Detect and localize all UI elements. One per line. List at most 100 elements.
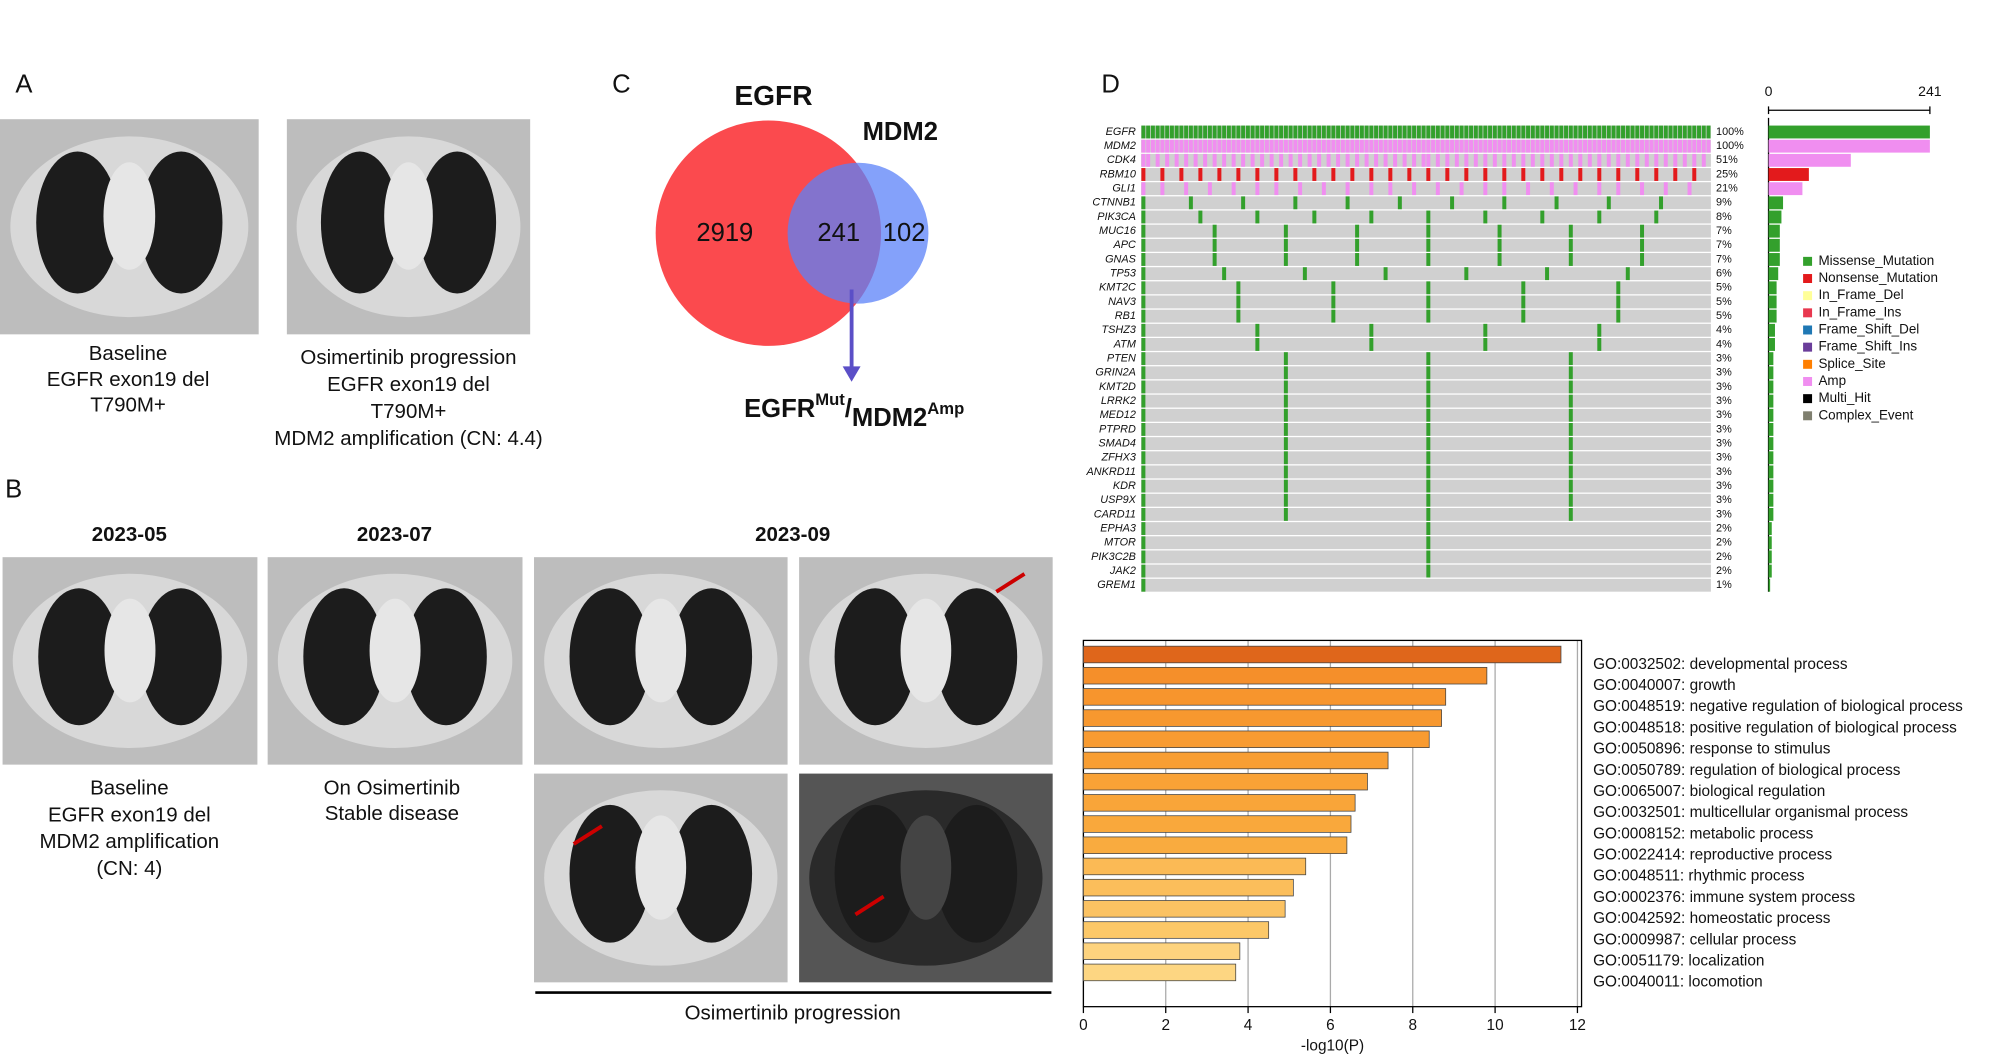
x-tick-label: 2: [1161, 1017, 1170, 1034]
scan-lung: [303, 588, 385, 726]
mutation-cell: [1302, 125, 1307, 139]
row-bg: [1141, 153, 1711, 167]
mutation-cell: [1141, 295, 1146, 309]
mutation-cell: [1426, 238, 1431, 252]
mutation-cell: [1312, 125, 1317, 139]
mutation-cell: [1659, 125, 1664, 139]
mutation-cell: [1274, 125, 1279, 139]
mutation-cell: [1611, 125, 1616, 139]
count-bar: [1768, 366, 1774, 380]
mutation-cell: [1568, 394, 1573, 408]
mutation-cell: [1616, 182, 1621, 196]
mutation-cell: [1606, 139, 1611, 153]
mutation-cell: [1364, 125, 1369, 139]
mutation-cell: [1511, 139, 1516, 153]
mutation-cell: [1526, 125, 1531, 139]
legend-swatch: [1803, 342, 1813, 352]
pct-label: 3%: [1716, 381, 1732, 393]
mutation-cell: [1141, 380, 1146, 394]
row-bg: [1141, 238, 1711, 252]
mutation-cell: [1692, 168, 1697, 181]
mutation-cell: [1602, 125, 1607, 139]
mutation-cell: [1488, 125, 1493, 139]
caption-line: MDM2 amplification: [39, 830, 219, 853]
mutation-cell: [1236, 125, 1241, 139]
mutation-cell: [1326, 139, 1331, 153]
mutation-cell: [1174, 153, 1179, 167]
mutation-cell: [1511, 153, 1516, 167]
mutation-cell: [1426, 493, 1431, 507]
mutation-cell: [1521, 295, 1526, 309]
count-bar: [1768, 465, 1774, 479]
category-label: GO:0008152: metabolic process: [1593, 825, 1814, 842]
mutation-cell: [1521, 281, 1526, 295]
legend-label: Frame_Shift_Del: [1818, 322, 1919, 337]
arrow-head: [842, 366, 861, 382]
row-bg: [1141, 437, 1711, 451]
x-axis-title: -log10(P): [1301, 1037, 1364, 1054]
pct-label: 8%: [1716, 211, 1732, 223]
mutation-cell: [1317, 125, 1322, 139]
mutation-cell: [1554, 196, 1559, 210]
mutation-cell: [1445, 153, 1450, 167]
mutation-cell: [1283, 238, 1288, 252]
row-bg: [1141, 479, 1711, 493]
mutation-cell: [1141, 153, 1146, 167]
mutation-cell: [1497, 125, 1502, 139]
gene-label: ZFHX3: [1100, 452, 1135, 464]
mutation-cell: [1597, 168, 1602, 181]
mutation-cell: [1393, 139, 1398, 153]
mutation-cell: [1412, 125, 1417, 139]
mutation-cell: [1521, 168, 1526, 181]
mutation-cell: [1141, 507, 1146, 521]
mutation-cell: [1497, 224, 1502, 238]
mutation-cell: [1298, 153, 1303, 167]
mutation-cell: [1283, 479, 1288, 493]
count-bar: [1768, 125, 1930, 139]
mutation-cell: [1374, 125, 1379, 139]
row-bg: [1141, 507, 1711, 521]
mutation-cell: [1383, 125, 1388, 139]
count-bar: [1768, 238, 1780, 252]
mutation-cell: [1264, 125, 1269, 139]
scan-lung: [936, 588, 1018, 726]
mutation-cell: [1369, 338, 1374, 351]
pct-label: 25%: [1716, 168, 1738, 180]
mutation-cell: [1355, 125, 1360, 139]
mutation-cell: [1283, 380, 1288, 394]
mutation-cell: [1687, 139, 1692, 153]
mutation-cell: [1245, 125, 1250, 139]
date-label: 2023-09: [755, 523, 830, 546]
mutation-cell: [1255, 168, 1260, 181]
row-bg: [1141, 380, 1711, 394]
mutation-cell: [1141, 182, 1146, 196]
mutation-cell: [1568, 139, 1573, 153]
category-label: GO:0040011: locomotion: [1593, 974, 1763, 991]
pct-label: 2%: [1716, 565, 1732, 577]
gene-label: KDR: [1113, 480, 1136, 492]
row-bg: [1141, 465, 1711, 479]
mutation-cell: [1222, 153, 1227, 167]
mutation-cell: [1478, 139, 1483, 153]
mutation-cell: [1217, 125, 1222, 139]
pct-label: 5%: [1716, 310, 1732, 322]
mutation-cell: [1502, 182, 1507, 196]
pct-label: 3%: [1716, 452, 1732, 464]
mutation-cell: [1141, 267, 1146, 281]
mutation-cell: [1606, 196, 1611, 210]
mutation-cell: [1701, 153, 1706, 167]
mutation-cell: [1393, 153, 1398, 167]
mutation-cell: [1336, 125, 1341, 139]
category-label: GO:0048519: negative regulation of biolo…: [1593, 698, 1963, 715]
count-bar: [1768, 267, 1779, 281]
mutation-cell: [1597, 338, 1602, 351]
mutation-cell: [1345, 182, 1350, 196]
mutation-cell: [1141, 352, 1146, 366]
gene-label: LRRK2: [1101, 395, 1136, 407]
panel-label: A: [15, 71, 33, 99]
mutation-cell: [1426, 507, 1431, 521]
mutation-cell: [1402, 139, 1407, 153]
x-tick-label: 0: [1079, 1017, 1088, 1034]
pct-label: 1%: [1716, 579, 1732, 591]
gene-label: TSHZ3: [1101, 324, 1135, 336]
